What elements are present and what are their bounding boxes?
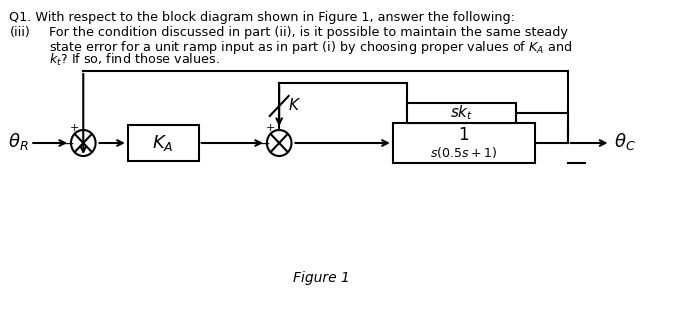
Bar: [393, 123, 534, 163]
Text: (iii): (iii): [10, 26, 30, 39]
Text: 1: 1: [458, 126, 469, 144]
Text: +: +: [70, 123, 80, 133]
Text: For the condition discussed in part (ii), is it possible to maintain the same st: For the condition discussed in part (ii)…: [49, 26, 568, 39]
Text: $\theta_R$: $\theta_R$: [7, 132, 29, 153]
Text: +: +: [266, 123, 275, 133]
Text: Q1. With respect to the block diagram shown in Figure 1, answer the following:: Q1. With respect to the block diagram sh…: [10, 11, 515, 24]
Bar: [407, 103, 515, 123]
Text: state error for a unit ramp input as in part (i) by choosing proper values of $K: state error for a unit ramp input as in …: [49, 39, 573, 56]
Text: $s(0.5s+1)$: $s(0.5s+1)$: [430, 145, 497, 159]
Text: $K_A$: $K_A$: [152, 133, 174, 153]
Text: −: −: [63, 137, 74, 151]
Text: −: −: [258, 137, 270, 151]
Text: $k_t$? If so, find those values.: $k_t$? If so, find those values.: [49, 52, 220, 68]
Text: $\theta_C$: $\theta_C$: [614, 132, 636, 153]
Text: Figure 1: Figure 1: [293, 271, 350, 285]
Text: K: K: [288, 98, 299, 113]
Text: $sk_t$: $sk_t$: [449, 104, 473, 122]
Bar: [128, 125, 199, 161]
